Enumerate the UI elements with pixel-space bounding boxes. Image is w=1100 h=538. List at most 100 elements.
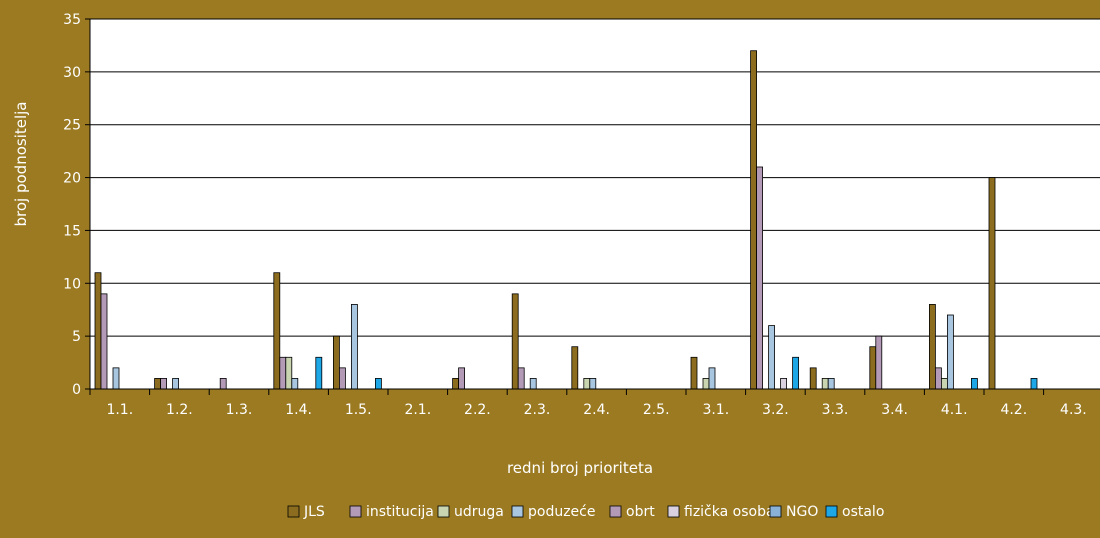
legend-item: NGO: [769, 504, 818, 520]
y-tick-labels: 0 5 10 15 20 25 30 35: [63, 12, 81, 398]
legend-swatch: [667, 505, 680, 518]
legend-label: institucija: [366, 504, 434, 520]
bar: [869, 346, 877, 390]
x-tick-label: 2.5.: [643, 402, 670, 418]
legend-label: NGO: [786, 504, 818, 520]
x-tick-label: 3.4.: [881, 402, 908, 418]
x-tick-label: 3.1.: [702, 402, 729, 418]
bar: [571, 346, 579, 390]
y-tick-label: 20: [63, 171, 81, 187]
legend-swatch: [349, 505, 362, 518]
y-tick-label: 5: [72, 329, 81, 345]
bar: [929, 304, 936, 390]
y-tick-label: 30: [63, 65, 81, 81]
x-tick-labels: 1.1. 1.2. 1.3. 1.4. 1.5. 2.1. 2.2. 2.3. 2.4. 2.5.…: [106, 402, 1086, 418]
y-tick-label: 25: [63, 118, 81, 134]
legend-label: poduzeće: [528, 504, 595, 520]
bar: [702, 378, 710, 390]
bar: [279, 356, 287, 390]
bar: [792, 356, 799, 390]
legend-label: obrt: [626, 504, 655, 520]
x-tick-label: 1.3.: [226, 402, 253, 418]
x-tick-label: 1.1.: [106, 402, 133, 418]
bar: [338, 367, 346, 390]
bar: [750, 50, 757, 390]
legend-item: JLS: [287, 504, 325, 520]
legend-item: ostalo: [825, 504, 884, 520]
bar: [458, 367, 466, 390]
bar: [452, 378, 460, 390]
legend-item: udruga: [437, 504, 504, 520]
bar: [708, 367, 716, 390]
bar: [1030, 378, 1038, 390]
bar: [273, 272, 281, 390]
legend-label: fizička osoba: [684, 504, 775, 520]
bar: [100, 293, 108, 390]
bar: [875, 335, 883, 390]
y-axis-label: broj podnositelja: [12, 102, 30, 227]
y-tick-label: 35: [63, 12, 81, 28]
legend-item: poduzeće: [511, 504, 595, 520]
bar: [511, 293, 519, 390]
bar: [971, 378, 978, 390]
legend-swatch: [825, 505, 838, 518]
legend-label: ostalo: [842, 504, 884, 520]
y-tick-label: 15: [63, 223, 81, 239]
bar: [756, 166, 763, 390]
bar: [154, 378, 162, 390]
bar: [94, 272, 102, 390]
legend-swatch: [511, 505, 524, 518]
legend-swatch: [287, 505, 300, 518]
bar: [941, 378, 948, 390]
x-tick-label: 4.1.: [941, 402, 968, 418]
bar: [947, 314, 954, 390]
bar: [374, 378, 382, 390]
x-tick-label: 3.3.: [822, 402, 849, 418]
x-tick-label: 4.2.: [1000, 402, 1027, 418]
x-tick-label: 2.2.: [464, 402, 491, 418]
legend-label: JLS: [303, 504, 325, 520]
legend-swatch: [769, 505, 782, 518]
bar: [690, 356, 698, 390]
x-tick-label: 2.1.: [404, 402, 431, 418]
bar: [809, 367, 817, 390]
legend-item: fizička osoba: [667, 504, 775, 520]
bar: [285, 356, 293, 390]
bar: [988, 177, 996, 390]
legend-swatch: [437, 505, 450, 518]
x-tick-label: 3.2.: [762, 402, 789, 418]
legend: JLS institucija udruga poduzeće obrt fizička …: [287, 504, 884, 520]
x-axis-label: redni broj prioriteta: [507, 459, 653, 477]
bar: [780, 378, 787, 390]
bar: [583, 378, 591, 390]
bar: [529, 378, 537, 390]
y-tick-label: 10: [63, 276, 81, 292]
legend-label: udruga: [454, 504, 504, 520]
bar: [589, 378, 597, 390]
bar: [291, 378, 299, 390]
legend-item: institucija: [349, 504, 434, 520]
bar: [160, 378, 168, 390]
bar: [821, 378, 829, 390]
bar: [332, 335, 340, 390]
bar: [219, 378, 227, 390]
legend-swatch: [609, 505, 622, 518]
axes: [89, 19, 1100, 395]
y-tick-label: 0: [72, 382, 81, 398]
x-tick-label: 2.3.: [524, 402, 551, 418]
x-tick-label: 1.4.: [285, 402, 312, 418]
bar: [315, 356, 323, 390]
bar: [935, 367, 942, 390]
x-tick-label: 1.2.: [166, 402, 193, 418]
x-tick-label: 4.3.: [1060, 402, 1087, 418]
bar: [112, 367, 120, 390]
x-tick-label: 2.4.: [583, 402, 610, 418]
bar: [517, 367, 525, 390]
x-tick-label: 1.5.: [345, 402, 372, 418]
bar: [172, 378, 180, 390]
bar: [768, 325, 775, 390]
legend-item: obrt: [609, 504, 655, 520]
bar: [350, 304, 358, 390]
